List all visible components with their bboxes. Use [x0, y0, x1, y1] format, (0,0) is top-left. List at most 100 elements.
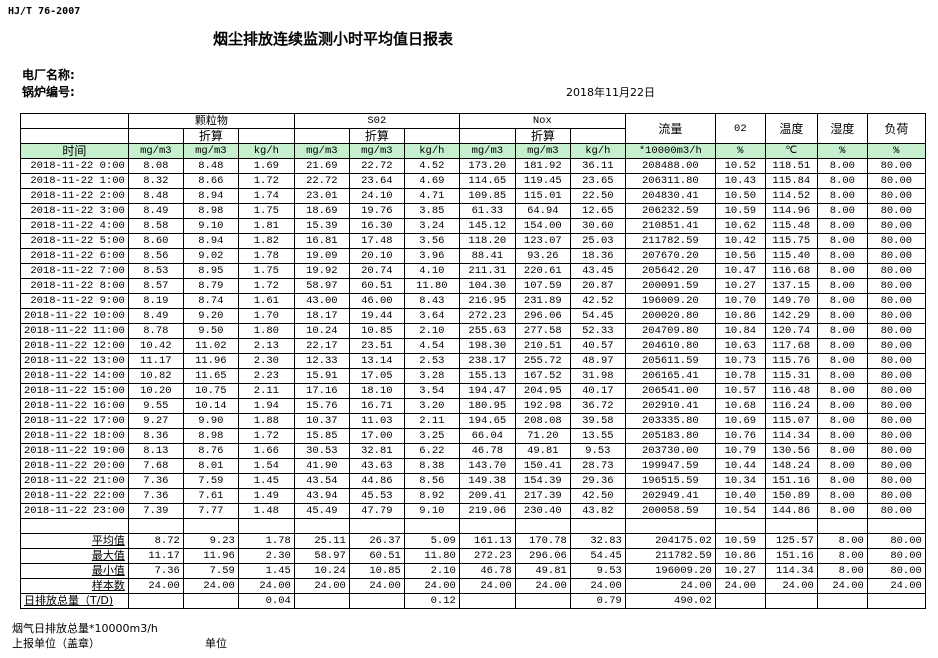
value-cell: 15.85	[293, 428, 350, 444]
empty-cell	[20, 518, 129, 534]
value-cell: 167.52	[514, 368, 571, 384]
value-cell: 2.53	[403, 353, 460, 369]
value-cell: 54.45	[569, 548, 626, 564]
value-cell: 10.76	[714, 428, 766, 444]
value-cell: 8.00	[816, 203, 868, 219]
value-cell: 8.13	[127, 443, 184, 459]
value-cell: 8.60	[127, 233, 184, 249]
time-cell: 2018-11-22 13:00	[20, 353, 129, 369]
value-cell: 80.00	[866, 368, 926, 384]
value-cell: 10.68	[714, 398, 766, 414]
value-cell: 64.94	[514, 203, 571, 219]
value-cell: 230.40	[514, 503, 571, 519]
value-cell: 66.04	[458, 428, 516, 444]
value-cell: 24.00	[458, 578, 516, 594]
boiler-number-label: 锅炉编号:	[22, 85, 75, 99]
value-cell: 4.10	[403, 263, 460, 279]
value-cell: 104.30	[458, 278, 516, 294]
value-cell: 80.00	[866, 323, 926, 339]
value-cell: 145.12	[458, 218, 516, 234]
value-cell: 13.55	[569, 428, 626, 444]
value-cell: 16.30	[348, 218, 405, 234]
value-cell: 1.75	[237, 203, 295, 219]
value-cell: 24.00	[514, 578, 571, 594]
value-cell: 3.20	[403, 398, 460, 414]
value-cell: 7.36	[127, 473, 184, 489]
value-cell: 10.86	[714, 548, 766, 564]
value-cell: 10.56	[714, 248, 766, 264]
value-cell: 202910.41	[624, 398, 716, 414]
unit-cell: mg/m3	[182, 143, 239, 159]
value-cell: 8.19	[127, 293, 184, 309]
value-cell: 2.30	[237, 548, 295, 564]
value-cell: 46.78	[458, 563, 516, 579]
value-cell: 52.33	[569, 323, 626, 339]
value-cell: 0.79	[569, 593, 626, 609]
value-cell: 80.00	[866, 158, 926, 174]
value-cell: 80.00	[866, 293, 926, 309]
value-cell: 8.00	[816, 308, 868, 324]
value-cell: 43.00	[293, 293, 350, 309]
value-cell: 238.17	[458, 353, 516, 369]
value-cell: 24.00	[182, 578, 239, 594]
value-cell: 11.03	[348, 413, 405, 429]
value-cell: 45.49	[293, 503, 350, 519]
header-blank	[293, 128, 350, 144]
value-cell: 1.94	[237, 398, 295, 414]
value-cell: 7.68	[127, 458, 184, 474]
value-cell: 209.41	[458, 488, 516, 504]
value-cell: 39.58	[569, 413, 626, 429]
value-cell: 19.44	[348, 308, 405, 324]
value-cell: 10.50	[714, 188, 766, 204]
value-cell: 118.20	[458, 233, 516, 249]
value-cell: 130.56	[764, 443, 818, 459]
value-cell	[127, 593, 184, 609]
value-cell: 42.52	[569, 293, 626, 309]
value-cell: 8.08	[127, 158, 184, 174]
value-cell: 8.72	[127, 533, 184, 549]
value-cell: 80.00	[866, 533, 926, 549]
value-cell: 118.51	[764, 158, 818, 174]
value-cell: 0.04	[237, 593, 295, 609]
value-cell: 23.64	[348, 173, 405, 189]
unit-cell: ℃	[764, 143, 818, 159]
time-cell: 2018-11-22 22:00	[20, 488, 129, 504]
value-cell: 9.10	[182, 218, 239, 234]
value-cell: 0.12	[403, 593, 460, 609]
value-cell: 114.34	[764, 563, 818, 579]
value-cell: 23.65	[569, 173, 626, 189]
standard-code: HJ/T 76-2007	[8, 6, 81, 17]
value-cell: 3.85	[403, 203, 460, 219]
row-label: 样本数	[20, 578, 129, 594]
stat-row: 样本数 24.00 24.00 24.00 24.00 24.00 24.00 24.00 24…	[20, 578, 926, 594]
value-cell: 8.00	[816, 533, 868, 549]
value-cell: 10.43	[714, 173, 766, 189]
value-cell: 10.20	[127, 383, 184, 399]
value-cell: 80.00	[866, 383, 926, 399]
value-cell: 8.00	[816, 473, 868, 489]
value-cell: 32.83	[569, 533, 626, 549]
empty-cell	[514, 518, 571, 534]
table-row: 2018-11-22 2:00 8.48 8.94 1.74 23.01 24.10 4.7…	[20, 188, 926, 204]
value-cell: 10.79	[714, 443, 766, 459]
value-cell: 142.29	[764, 308, 818, 324]
value-cell: 1.69	[237, 158, 295, 174]
value-cell: 8.00	[816, 413, 868, 429]
value-cell	[458, 593, 516, 609]
value-cell: 10.82	[127, 368, 184, 384]
value-cell: 2.30	[237, 353, 295, 369]
value-cell: 10.85	[348, 323, 405, 339]
value-cell: 60.51	[348, 278, 405, 294]
value-cell: 8.00	[816, 233, 868, 249]
value-cell: 1.81	[237, 218, 295, 234]
empty-cell	[764, 518, 818, 534]
empty-cell	[816, 518, 868, 534]
flue-gas-total-label: 烟气日排放总量*10000m3/h	[12, 622, 158, 635]
table-row: 2018-11-22 9:00 8.19 8.74 1.61 43.00 46.00 8.4…	[20, 293, 926, 309]
value-cell	[514, 593, 571, 609]
time-cell: 2018-11-22 4:00	[20, 218, 129, 234]
value-cell: 80.00	[866, 308, 926, 324]
value-cell: 10.54	[714, 503, 766, 519]
value-cell: 11.65	[182, 368, 239, 384]
time-cell: 2018-11-22 19:00	[20, 443, 129, 459]
